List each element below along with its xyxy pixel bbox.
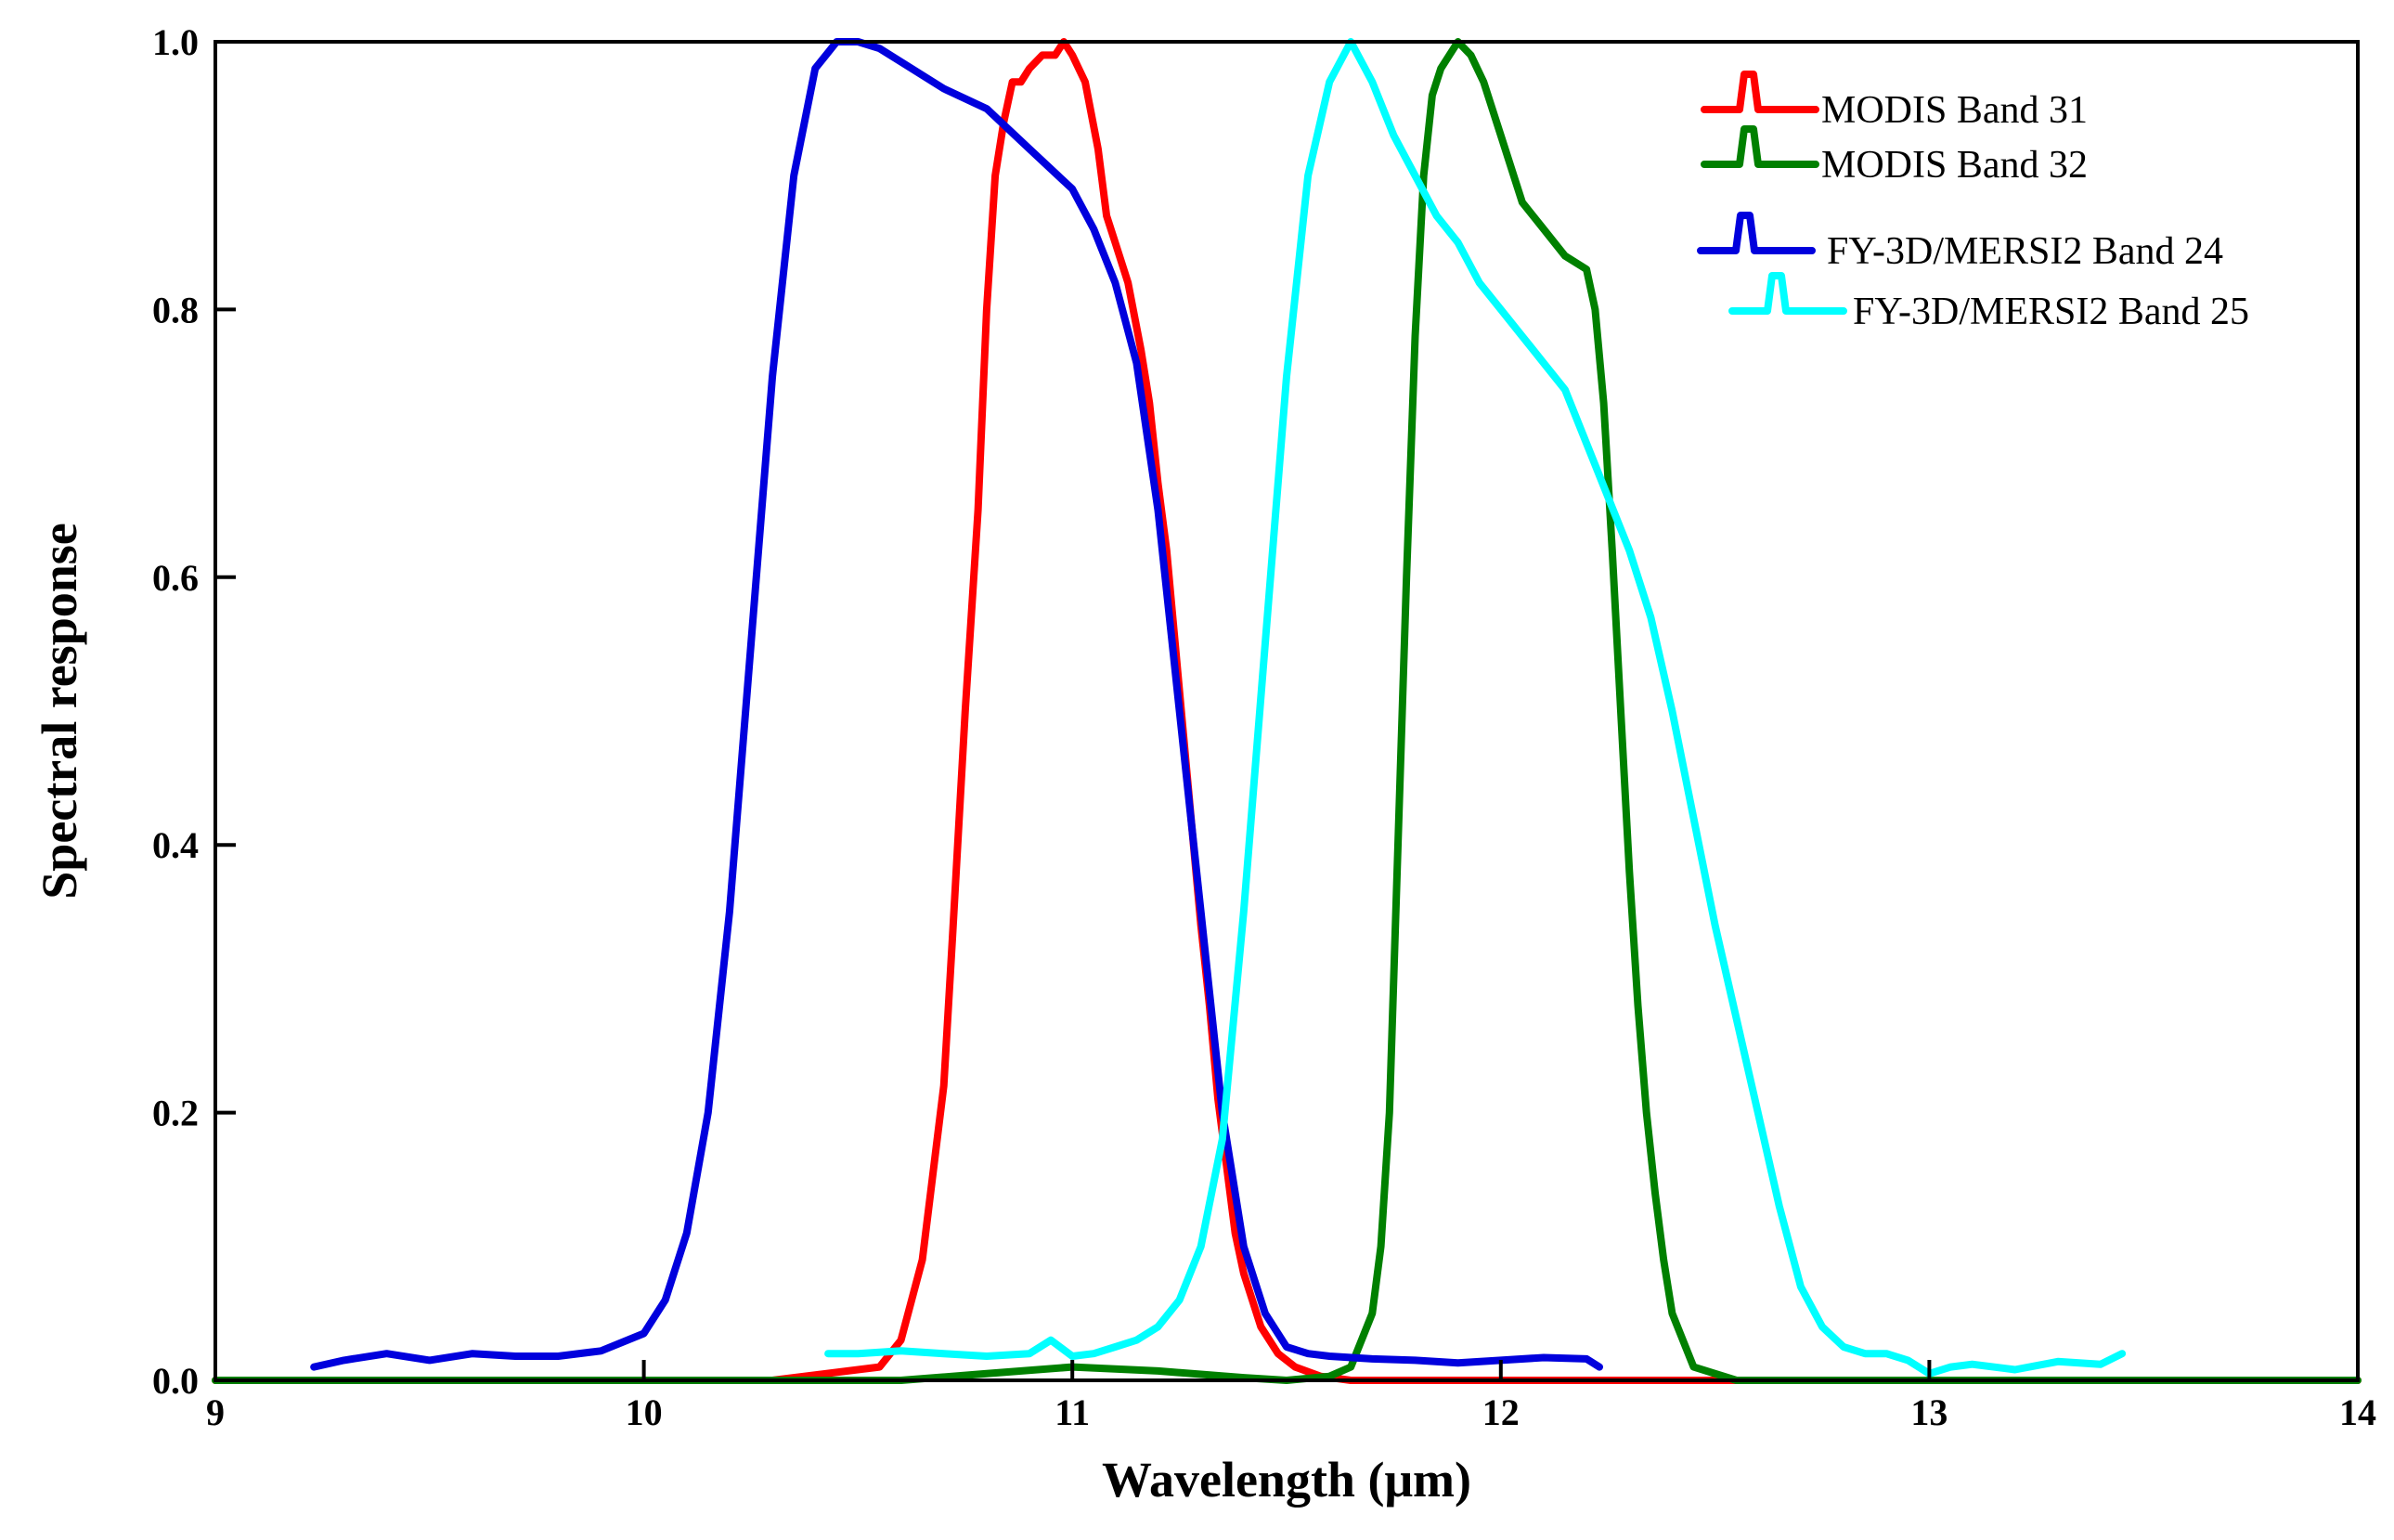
legend-swatch-3 xyxy=(1697,212,1816,254)
x-axis-label: Wavelength (μm) xyxy=(1102,1452,1471,1508)
legend-label-1: MODIS Band 31 xyxy=(1821,89,2088,132)
y-axis-label: Spectral response xyxy=(32,523,87,899)
y-tick-label: 0.0 xyxy=(152,1360,199,1402)
series-line-1 xyxy=(212,38,2362,1384)
legend-swatch-2 xyxy=(1701,125,1819,168)
y-tick-label: 0.2 xyxy=(152,1093,199,1134)
series-line-3 xyxy=(310,38,1603,1371)
legend-swatch-1 xyxy=(1701,71,1819,113)
y-tick-label: 0.6 xyxy=(152,557,199,599)
series-line-2 xyxy=(212,38,2362,1384)
x-tick-label: 14 xyxy=(2339,1391,2376,1433)
series-layer xyxy=(212,38,2362,1384)
legend-label-2: MODIS Band 32 xyxy=(1821,144,2088,187)
x-tick-label: 9 xyxy=(206,1391,225,1433)
x-tick-label: 13 xyxy=(1910,1391,1948,1433)
legend-label-4: FY-3D/MERSI2 Band 25 xyxy=(1853,291,2249,333)
series-line-4 xyxy=(824,38,2127,1378)
y-tick-label: 0.8 xyxy=(152,289,199,330)
plot-frame xyxy=(214,40,2360,1382)
legend-label-3: FY-3D/MERSI2 Band 24 xyxy=(1827,230,2223,273)
x-tick-label: 11 xyxy=(1055,1391,1090,1433)
y-tick-label: 1.0 xyxy=(152,21,199,63)
tick-layer: 9 10 11 12 13 14 0.0 0.2 0.4 0.6 0.8 1.0 xyxy=(152,21,2376,1433)
x-tick-label: 10 xyxy=(626,1391,663,1433)
x-tick-label: 12 xyxy=(1482,1391,1520,1433)
y-tick-label: 0.4 xyxy=(152,824,199,866)
legend-swatch-4 xyxy=(1728,272,1847,315)
legend: MODIS Band 31 MODIS Band 32 FY-3D/MERSI2 B… xyxy=(1697,71,2249,333)
